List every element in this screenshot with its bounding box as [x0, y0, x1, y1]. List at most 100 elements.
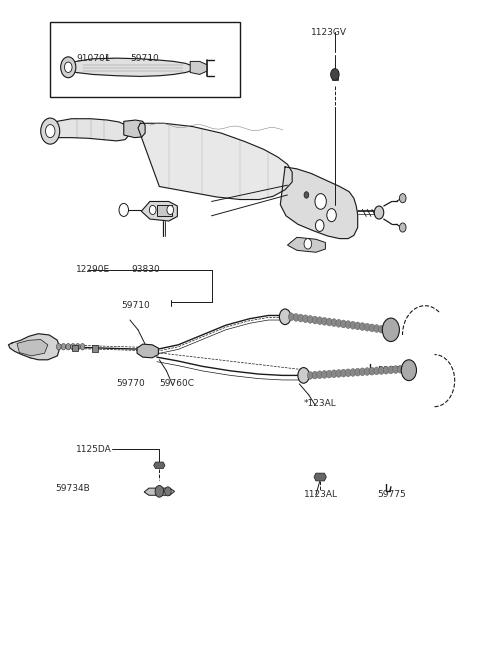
Circle shape [379, 325, 384, 333]
Circle shape [312, 316, 318, 324]
Circle shape [331, 319, 337, 327]
Text: 59760C: 59760C [159, 379, 194, 388]
Circle shape [61, 344, 66, 350]
Polygon shape [49, 119, 129, 141]
Polygon shape [190, 61, 207, 74]
Circle shape [369, 324, 375, 332]
Circle shape [350, 321, 356, 329]
Circle shape [369, 367, 375, 375]
Polygon shape [137, 344, 158, 358]
Polygon shape [92, 346, 97, 352]
Circle shape [374, 206, 384, 219]
Circle shape [341, 320, 346, 328]
Circle shape [149, 206, 156, 214]
Circle shape [56, 344, 61, 350]
Circle shape [364, 367, 370, 375]
Circle shape [75, 344, 80, 350]
Circle shape [119, 204, 129, 216]
Circle shape [399, 223, 406, 232]
Circle shape [298, 367, 309, 383]
Circle shape [326, 318, 332, 326]
Circle shape [288, 313, 294, 321]
Polygon shape [124, 120, 145, 137]
Circle shape [388, 366, 394, 374]
Circle shape [379, 367, 384, 374]
Polygon shape [144, 488, 175, 495]
Text: 59734B: 59734B [55, 484, 90, 493]
Circle shape [64, 62, 72, 72]
Circle shape [307, 315, 313, 323]
Circle shape [165, 487, 171, 496]
Circle shape [345, 369, 351, 376]
Polygon shape [138, 124, 292, 200]
Polygon shape [72, 345, 78, 351]
Circle shape [384, 367, 389, 374]
Circle shape [326, 370, 332, 378]
Circle shape [399, 194, 406, 203]
Circle shape [315, 194, 326, 210]
Circle shape [298, 314, 303, 322]
Circle shape [341, 369, 346, 377]
Polygon shape [141, 202, 178, 221]
Circle shape [315, 219, 324, 231]
Circle shape [41, 118, 60, 144]
Circle shape [397, 365, 403, 373]
Circle shape [60, 57, 76, 78]
Circle shape [327, 209, 336, 221]
Circle shape [322, 317, 327, 325]
Circle shape [155, 486, 164, 497]
Circle shape [374, 367, 380, 374]
Polygon shape [17, 340, 48, 356]
Circle shape [331, 68, 339, 80]
Circle shape [304, 192, 309, 198]
Polygon shape [154, 462, 165, 468]
Circle shape [336, 319, 342, 327]
Circle shape [393, 366, 398, 373]
Polygon shape [288, 237, 325, 252]
Text: 12290E: 12290E [76, 265, 110, 275]
Circle shape [355, 322, 360, 330]
Circle shape [336, 369, 342, 377]
Circle shape [322, 371, 327, 378]
Polygon shape [9, 334, 60, 360]
Circle shape [293, 313, 299, 321]
Circle shape [331, 370, 337, 378]
Text: 59710: 59710 [130, 54, 159, 62]
Circle shape [312, 371, 318, 379]
Text: 910701-: 910701- [76, 54, 114, 62]
Circle shape [307, 371, 313, 379]
Circle shape [401, 360, 417, 380]
Polygon shape [332, 71, 338, 79]
Bar [157, 205, 172, 216]
Circle shape [360, 368, 365, 376]
Text: 59775: 59775 [378, 490, 407, 499]
Circle shape [80, 344, 85, 350]
Circle shape [317, 317, 323, 325]
Circle shape [383, 318, 399, 342]
Bar [50, 22, 240, 97]
Circle shape [364, 323, 370, 331]
Circle shape [374, 325, 380, 332]
Circle shape [71, 344, 75, 350]
Circle shape [345, 321, 351, 328]
Circle shape [360, 323, 365, 330]
Polygon shape [314, 473, 326, 481]
Text: 59775: 59775 [378, 367, 407, 375]
Circle shape [350, 369, 356, 376]
Circle shape [317, 371, 323, 378]
Circle shape [355, 368, 360, 376]
Circle shape [304, 238, 312, 249]
Circle shape [279, 309, 291, 325]
Text: 1125DA: 1125DA [76, 445, 112, 453]
Circle shape [167, 206, 174, 214]
Circle shape [302, 315, 308, 323]
Circle shape [66, 344, 71, 350]
Polygon shape [67, 58, 192, 76]
Text: 59770: 59770 [117, 379, 145, 388]
Polygon shape [280, 167, 358, 238]
Text: 1123AL: 1123AL [304, 490, 338, 499]
Text: *123AL: *123AL [304, 399, 337, 408]
Text: 93830: 93830 [131, 265, 160, 275]
Text: 1123GV: 1123GV [311, 28, 347, 37]
Text: 59710: 59710 [121, 301, 150, 310]
